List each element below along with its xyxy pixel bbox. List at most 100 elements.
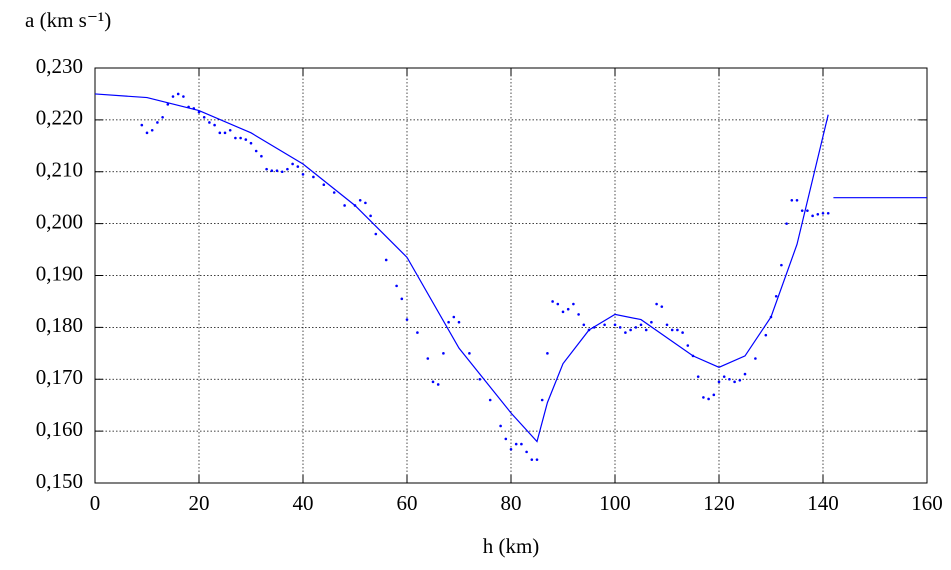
data-point — [707, 397, 710, 401]
y-tick-label: 0,150 — [36, 469, 83, 493]
data-point — [369, 214, 372, 218]
data-point — [260, 154, 263, 158]
data-point — [270, 169, 274, 173]
y-tick-label: 0,210 — [36, 158, 83, 182]
data-point — [665, 323, 669, 327]
data-point — [676, 328, 679, 332]
data-point — [551, 300, 554, 303]
data-point — [488, 398, 492, 402]
data-point — [650, 320, 653, 324]
x-tick-label: 160 — [911, 491, 943, 515]
data-point — [218, 131, 222, 135]
data-point — [816, 212, 820, 216]
data-point — [332, 191, 336, 194]
data-point — [613, 323, 617, 327]
data-point — [535, 458, 539, 461]
data-point — [468, 352, 471, 355]
data-point — [733, 380, 736, 384]
x-tick-label: 80 — [501, 491, 522, 515]
data-point — [655, 302, 658, 306]
data-point — [696, 375, 700, 378]
data-point — [639, 323, 643, 327]
data-point — [405, 318, 409, 321]
data-point — [618, 326, 622, 329]
data-point — [312, 175, 315, 179]
data-point — [743, 372, 747, 376]
data-point — [161, 115, 164, 119]
data-point — [795, 198, 799, 202]
data-point — [156, 121, 159, 124]
data-point — [457, 320, 461, 324]
data-point — [764, 333, 768, 337]
data-point — [249, 141, 253, 145]
data-point — [754, 357, 757, 360]
x-tick-label: 140 — [807, 491, 839, 515]
data-point — [202, 115, 206, 119]
data-point — [540, 398, 544, 402]
data-point — [286, 167, 289, 171]
data-point — [208, 121, 211, 124]
x-tick-label: 20 — [189, 491, 210, 515]
data-point — [686, 344, 690, 347]
data-point — [447, 320, 450, 324]
data-point — [499, 424, 502, 428]
y-axis-label: a (km s⁻¹) — [25, 8, 111, 32]
data-point — [644, 328, 648, 332]
data-point — [780, 263, 783, 267]
x-tick-label: 120 — [703, 491, 735, 515]
fit-line — [94, 93, 829, 443]
data-point — [624, 331, 627, 334]
data-point — [140, 123, 144, 127]
x-tick-label: 60 — [397, 491, 418, 515]
data-point — [436, 383, 440, 386]
data-point — [712, 393, 716, 397]
data-point — [358, 198, 362, 202]
data-point — [400, 297, 404, 301]
data-point — [275, 169, 279, 173]
y-tick-label: 0,200 — [36, 209, 83, 233]
data-point — [811, 214, 814, 218]
data-point — [826, 211, 830, 215]
data-point — [790, 198, 794, 202]
data-point — [442, 352, 445, 355]
y-tick-label: 0,190 — [36, 261, 83, 285]
data-point — [800, 209, 804, 212]
data-point — [821, 211, 825, 215]
data-point — [577, 313, 580, 316]
data-point — [509, 447, 513, 451]
data-point — [296, 165, 300, 168]
data-point — [239, 136, 242, 140]
data-point — [722, 375, 726, 378]
data-point — [520, 442, 523, 446]
data-point — [395, 284, 398, 288]
data-point — [582, 323, 586, 327]
data-point — [343, 204, 346, 207]
data-point — [301, 173, 305, 176]
data-point — [171, 95, 175, 98]
data-point — [556, 302, 560, 306]
data-point — [634, 326, 638, 329]
data-point — [452, 315, 456, 319]
data-point — [176, 92, 180, 96]
data-point — [244, 138, 248, 141]
data-point — [166, 103, 170, 106]
data-point — [374, 232, 378, 236]
data-point — [223, 131, 227, 135]
data-point — [182, 95, 185, 98]
data-point — [806, 209, 809, 212]
x-tick-label: 100 — [599, 491, 631, 515]
data-point — [265, 167, 268, 171]
data-point — [234, 136, 237, 140]
y-tick-label: 0,220 — [36, 106, 83, 130]
data-point — [774, 294, 778, 298]
data-point — [670, 328, 674, 332]
data-point — [384, 258, 388, 262]
y-tick-label: 0,230 — [36, 54, 83, 78]
data-point — [785, 222, 788, 225]
data-point — [504, 437, 508, 441]
data-point — [150, 128, 154, 132]
data-point — [322, 183, 326, 187]
data-point — [478, 377, 482, 381]
data-point — [717, 380, 721, 384]
